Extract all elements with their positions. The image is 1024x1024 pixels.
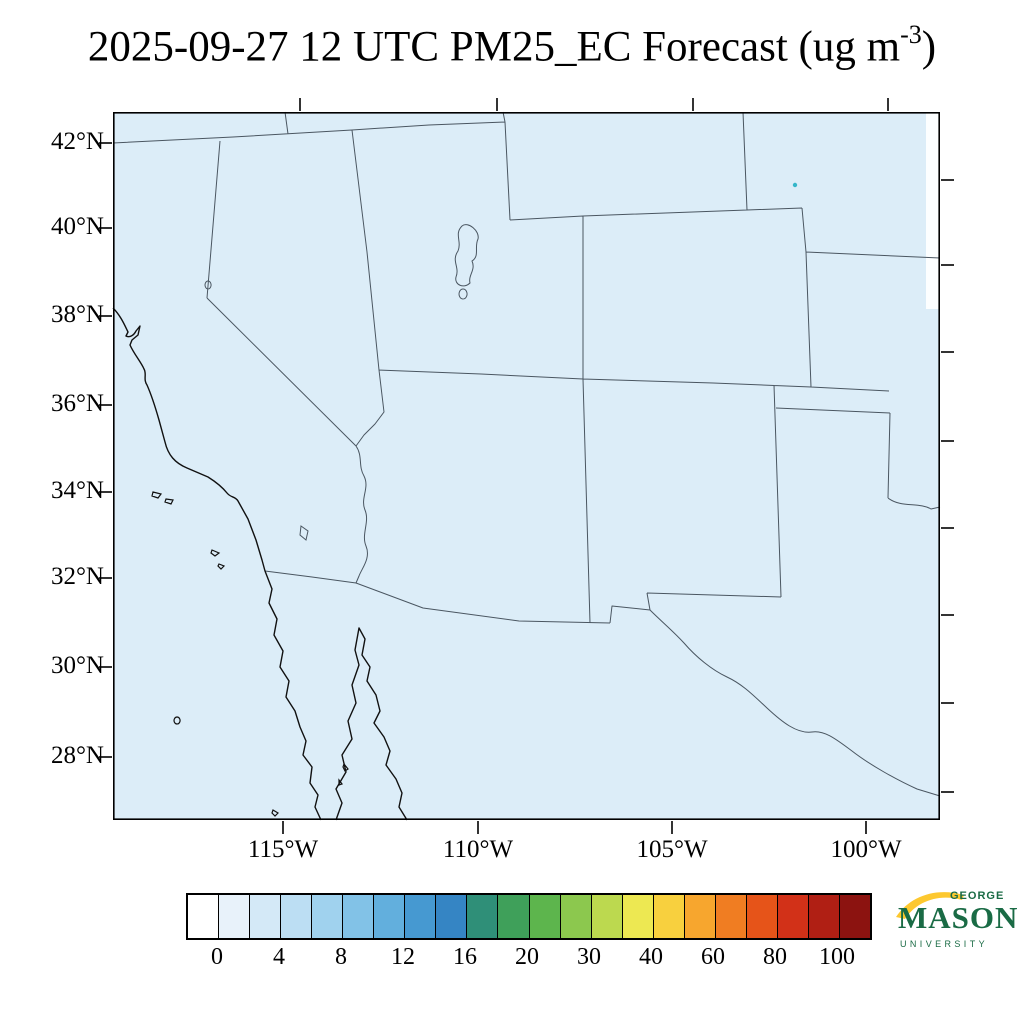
colorbar-cell (839, 895, 871, 938)
lon-label: 105°W (636, 836, 708, 863)
gmu-mason-text: MASON (898, 900, 1019, 935)
pm25-speck (792, 182, 798, 188)
lat-label: 32°N (50, 563, 104, 590)
great-salt-lake (454, 224, 479, 287)
pm25-field-background (113, 112, 940, 820)
colorbar-tick-label: 12 (391, 944, 415, 970)
colorbar-cell (250, 895, 282, 938)
axis-ticks (99, 98, 954, 834)
colorbar-tick-label: 40 (639, 944, 663, 970)
lat-label: 30°N (50, 652, 104, 679)
gmu-swoosh-icon (896, 892, 964, 919)
colorbar-tick-label: 80 (763, 944, 787, 970)
colorbar-cell (405, 895, 437, 938)
islands (151, 491, 349, 817)
lat-label: 38°N (50, 301, 104, 328)
colorbar-cell (467, 895, 499, 938)
lon-label: 100°W (830, 836, 902, 863)
gmu-logo: GEORGE MASON UNIVERSITY (896, 889, 1018, 975)
colorbar-cell (188, 895, 220, 938)
colorbar-cell (281, 895, 313, 938)
colorbar-tick-label: 8 (335, 944, 347, 970)
colorbar (186, 893, 872, 940)
domain-edge-strip (926, 113, 939, 309)
colorbar-cell (653, 895, 685, 938)
colorbar-cell (777, 895, 809, 938)
colorbar-cell (715, 895, 747, 938)
colorbar-cell (622, 895, 654, 938)
colorbar-tick-label: 16 (453, 944, 477, 970)
colorbar-tick-label: 4 (273, 944, 285, 970)
small-lakes (204, 280, 468, 541)
colorbar-cell (343, 895, 375, 938)
colorbar-cell (219, 895, 251, 938)
map-frame (113, 112, 941, 821)
lon-label: 115°W (247, 836, 319, 863)
lat-label: 34°N (50, 477, 104, 504)
colorbar-cell (529, 895, 561, 938)
lat-label: 42°N (50, 128, 104, 155)
lat-label: 36°N (50, 390, 104, 417)
colorbar-cell (560, 895, 592, 938)
state-borders (112, 111, 941, 797)
colorbar-tick-label: 30 (577, 944, 601, 970)
title-text: 2025-09-27 12 UTC PM25_EC Forecast (ug m (87, 23, 901, 71)
coastline (112, 307, 408, 821)
colorbar-cell (746, 895, 778, 938)
colorbar-labels: 0 4 8 12 16 20 30 40 60 80 100 (186, 944, 868, 978)
colorbar-cell (591, 895, 623, 938)
colorbar-cell (374, 895, 406, 938)
title-exponent: -3 (900, 20, 922, 49)
colorbar-tick-label: 0 (211, 944, 223, 970)
colorbar-tick-label: 60 (701, 944, 725, 970)
lat-label: 28°N (50, 742, 104, 769)
gmu-university-text: UNIVERSITY (900, 939, 989, 949)
gmu-george-text: GEORGE (950, 890, 1005, 902)
lat-label: 40°N (50, 213, 104, 240)
page-title: 2025-09-27 12 UTC PM25_EC Forecast (ug m… (0, 20, 1024, 71)
colorbar-cell (808, 895, 840, 938)
colorbar-cell (684, 895, 716, 938)
colorbar-cell (498, 895, 530, 938)
lon-label: 110°W (442, 836, 514, 863)
colorbar-cell (312, 895, 344, 938)
colorbar-cell (436, 895, 468, 938)
colorbar-tick-label: 100 (819, 944, 855, 970)
title-suffix: ) (921, 23, 937, 71)
colorbar-tick-label: 20 (515, 944, 539, 970)
